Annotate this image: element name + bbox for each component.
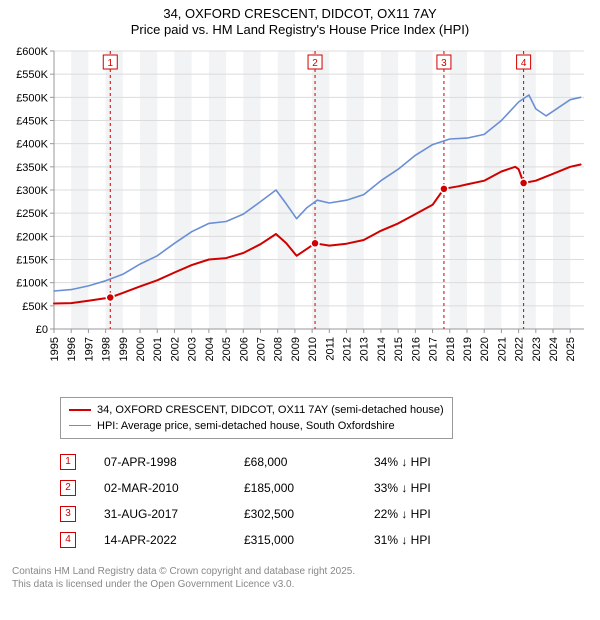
svg-text:£600K: £600K (16, 46, 48, 58)
sale-price: £302,500 (244, 507, 374, 521)
svg-text:2013: 2013 (359, 337, 371, 361)
sale-date: 02-MAR-2010 (104, 481, 244, 495)
svg-text:2022: 2022 (514, 337, 526, 361)
svg-text:2010: 2010 (307, 337, 319, 361)
legend-row-subject: 34, OXFORD CRESCENT, DIDCOT, OX11 7AY (s… (69, 402, 444, 418)
svg-text:4: 4 (521, 58, 527, 69)
legend-label-subject: 34, OXFORD CRESCENT, DIDCOT, OX11 7AY (s… (97, 402, 444, 418)
svg-text:2000: 2000 (135, 337, 147, 361)
svg-text:1999: 1999 (118, 337, 130, 361)
footer-line-1: Contains HM Land Registry data © Crown c… (12, 565, 600, 578)
svg-text:2024: 2024 (548, 337, 560, 361)
svg-text:2003: 2003 (187, 337, 199, 361)
chart-area: £0 £50K £100K £150K £200K £250K £300K £350K £400… (8, 45, 590, 395)
legend-label-hpi: HPI: Average price, semi-detached house,… (97, 418, 395, 434)
svg-text:2020: 2020 (479, 337, 491, 361)
sale-marker-4: 4 (60, 532, 76, 548)
svg-text:£150K: £150K (16, 254, 48, 266)
sale-delta: 31% ↓ HPI (374, 533, 494, 547)
svg-text:1996: 1996 (66, 337, 78, 361)
sale-date: 07-APR-1998 (104, 455, 244, 469)
sales-table: 1 07-APR-1998 £68,000 34% ↓ HPI 2 02-MAR… (60, 449, 600, 553)
svg-text:2014: 2014 (376, 337, 388, 361)
svg-text:£300K: £300K (16, 185, 48, 197)
svg-text:£250K: £250K (16, 208, 48, 220)
svg-text:2017: 2017 (428, 337, 440, 361)
svg-text:£100K: £100K (16, 277, 48, 289)
sale-delta: 22% ↓ HPI (374, 507, 494, 521)
svg-text:1998: 1998 (101, 337, 113, 361)
svg-text:2008: 2008 (273, 337, 285, 361)
svg-text:£0: £0 (36, 324, 48, 336)
svg-text:2021: 2021 (496, 337, 508, 361)
table-row: 3 31-AUG-2017 £302,500 22% ↓ HPI (60, 501, 600, 527)
sale-date: 14-APR-2022 (104, 533, 244, 547)
svg-text:£400K: £400K (16, 138, 48, 150)
price-chart: £0 £50K £100K £150K £200K £250K £300K £350K £400… (8, 45, 590, 395)
svg-text:£550K: £550K (16, 69, 48, 81)
svg-text:2006: 2006 (238, 337, 250, 361)
svg-text:2023: 2023 (531, 337, 543, 361)
legend: 34, OXFORD CRESCENT, DIDCOT, OX11 7AY (s… (60, 397, 453, 439)
svg-text:2007: 2007 (255, 337, 267, 361)
footer-line-2: This data is licensed under the Open Gov… (12, 578, 600, 591)
sale-marker-1: 1 (60, 454, 76, 470)
table-row: 4 14-APR-2022 £315,000 31% ↓ HPI (60, 527, 600, 553)
svg-text:£200K: £200K (16, 231, 48, 243)
svg-text:2011: 2011 (324, 337, 336, 361)
sale-marker-3: 3 (60, 506, 76, 522)
svg-text:2018: 2018 (445, 337, 457, 361)
svg-text:2015: 2015 (393, 337, 405, 361)
svg-text:2012: 2012 (342, 337, 354, 361)
sale-price: £185,000 (244, 481, 374, 495)
svg-text:£450K: £450K (16, 115, 48, 127)
svg-text:£350K: £350K (16, 161, 48, 173)
svg-text:2005: 2005 (221, 337, 233, 361)
sale-delta: 34% ↓ HPI (374, 455, 494, 469)
sale-price: £68,000 (244, 455, 374, 469)
sale-date: 31-AUG-2017 (104, 507, 244, 521)
svg-text:2025: 2025 (565, 337, 577, 361)
svg-text:2009: 2009 (290, 337, 302, 361)
footer-attribution: Contains HM Land Registry data © Crown c… (12, 565, 600, 599)
svg-text:£500K: £500K (16, 92, 48, 104)
table-row: 1 07-APR-1998 £68,000 34% ↓ HPI (60, 449, 600, 475)
sale-delta: 33% ↓ HPI (374, 481, 494, 495)
svg-text:2016: 2016 (410, 337, 422, 361)
table-row: 2 02-MAR-2010 £185,000 33% ↓ HPI (60, 475, 600, 501)
svg-text:2004: 2004 (204, 337, 216, 361)
legend-swatch-subject (69, 409, 91, 411)
svg-text:2002: 2002 (169, 337, 181, 361)
legend-row-hpi: HPI: Average price, semi-detached house,… (69, 418, 444, 434)
svg-text:1: 1 (107, 58, 113, 69)
svg-text:2: 2 (312, 58, 318, 69)
title-line-2: Price paid vs. HM Land Registry's House … (0, 22, 600, 38)
svg-text:2019: 2019 (462, 337, 474, 361)
svg-text:£50K: £50K (22, 300, 48, 312)
svg-text:2001: 2001 (152, 337, 164, 361)
chart-title: 34, OXFORD CRESCENT, DIDCOT, OX11 7AY Pr… (0, 0, 600, 39)
sale-marker-2: 2 (60, 480, 76, 496)
sale-price: £315,000 (244, 533, 374, 547)
title-line-1: 34, OXFORD CRESCENT, DIDCOT, OX11 7AY (0, 6, 600, 22)
legend-swatch-hpi (69, 425, 91, 426)
svg-text:1997: 1997 (83, 337, 95, 361)
svg-text:1995: 1995 (49, 337, 61, 361)
svg-text:3: 3 (441, 58, 447, 69)
